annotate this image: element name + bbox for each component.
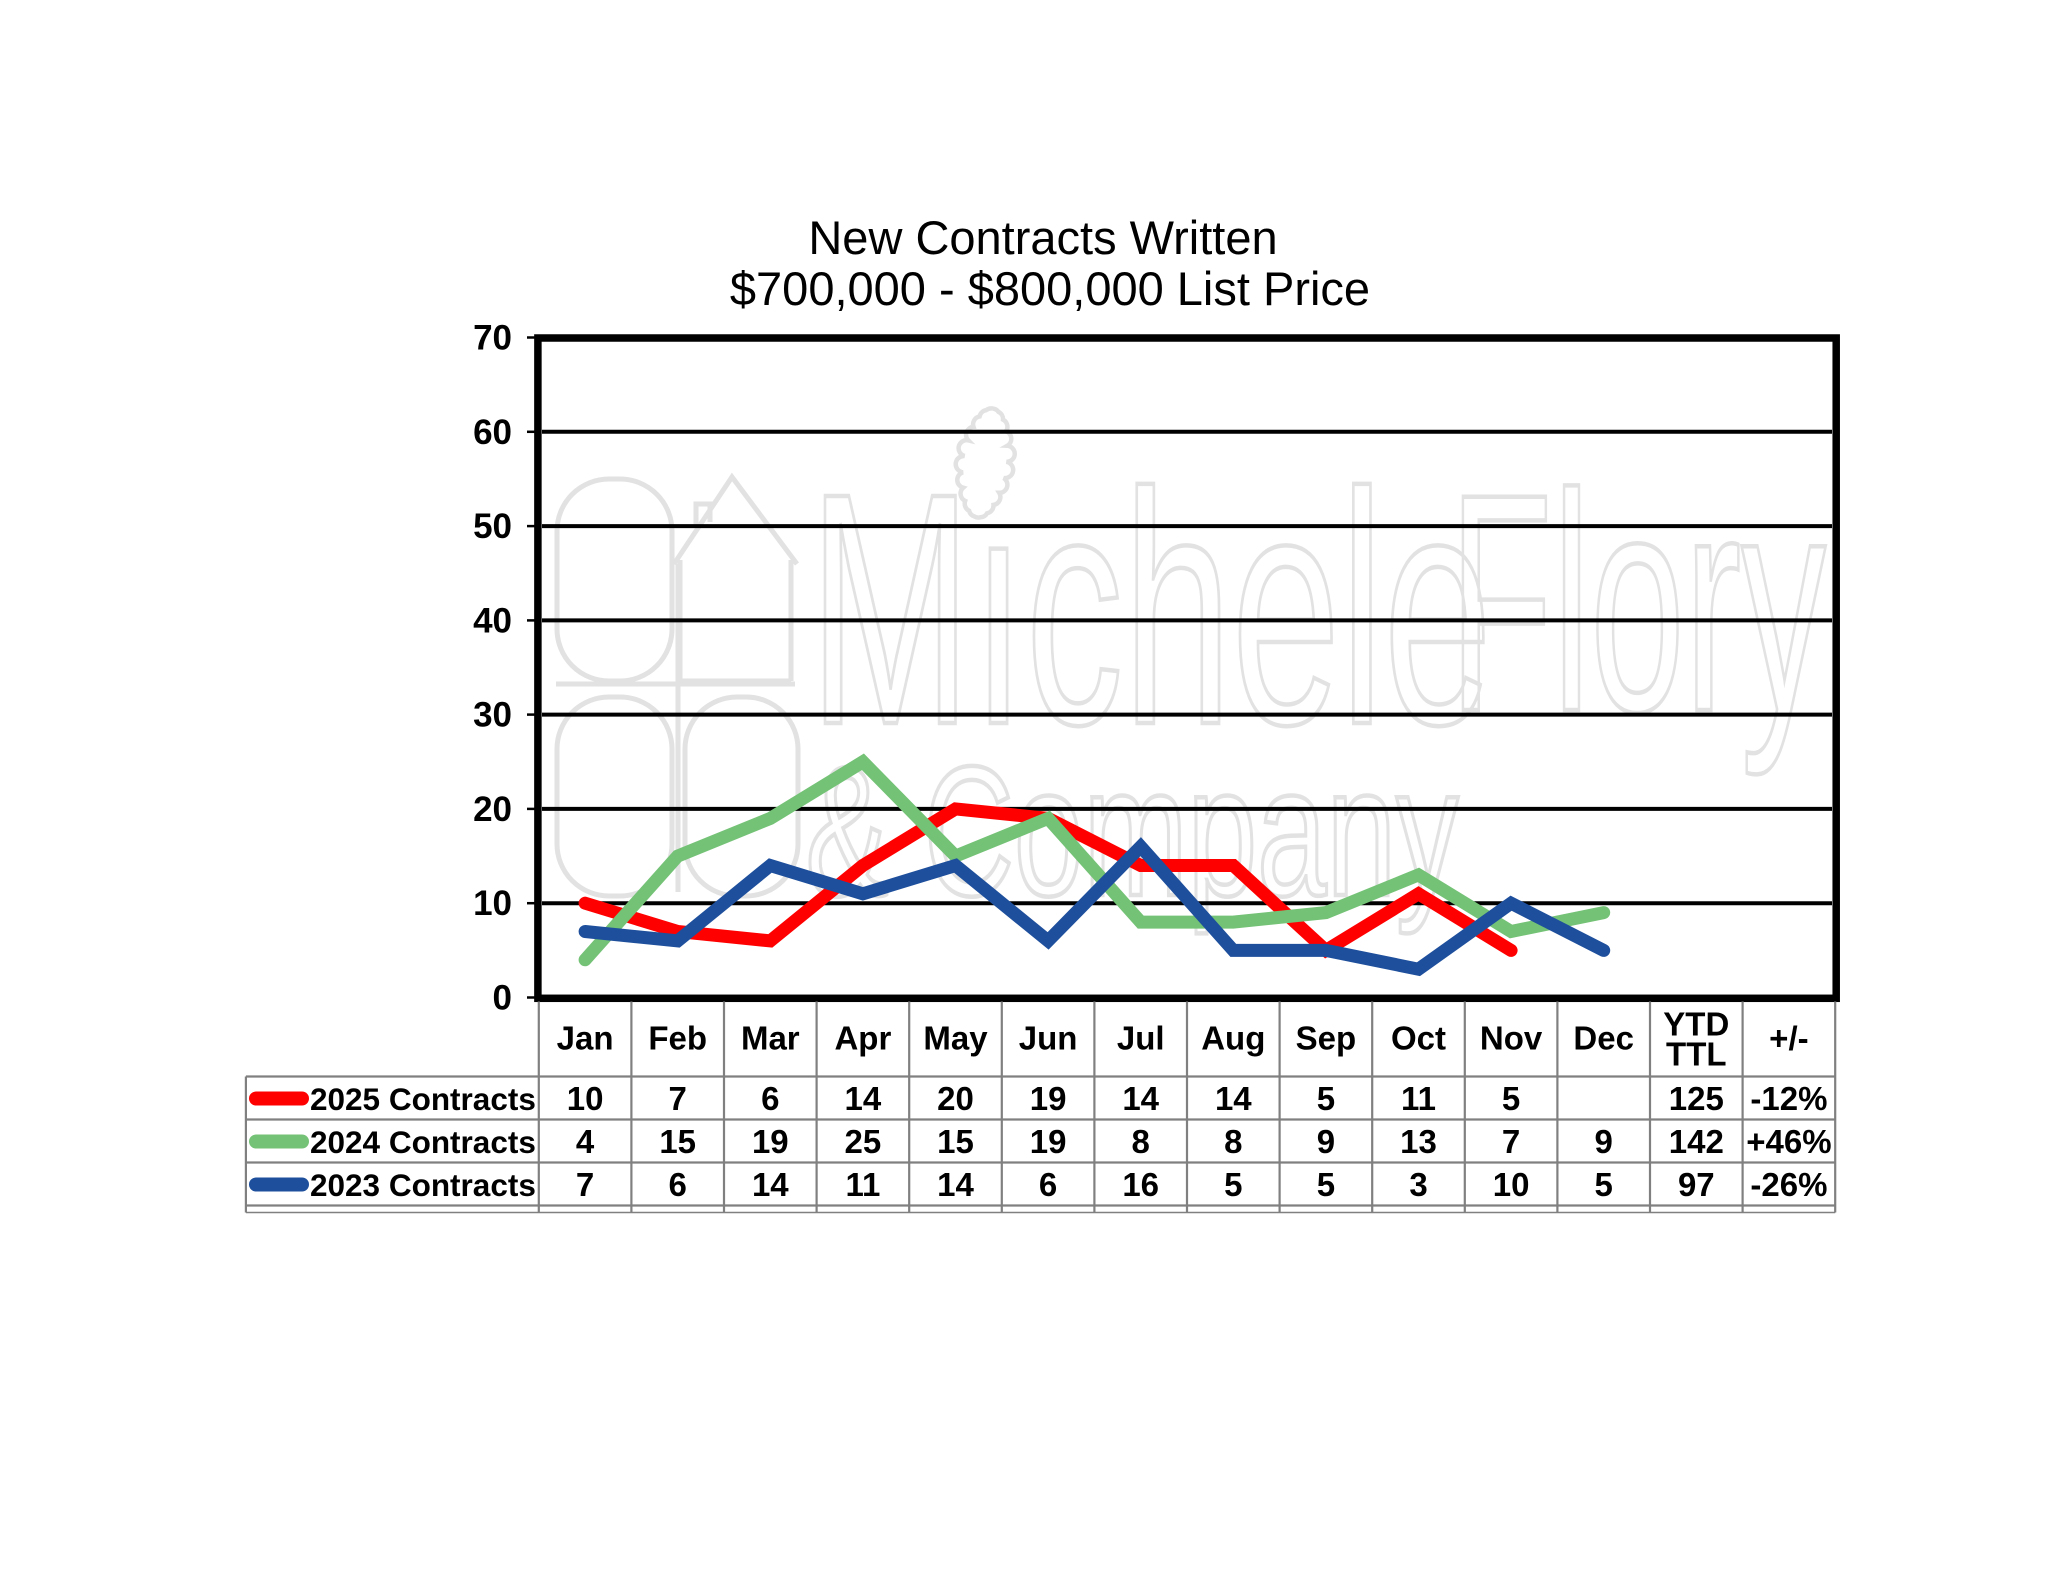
svg-text:5: 5 [1502,1080,1520,1117]
svg-text:142: 142 [1669,1123,1724,1160]
svg-text:30: 30 [473,696,512,735]
svg-text:70: 70 [473,319,512,358]
svg-text:125: 125 [1669,1080,1724,1117]
svg-text:TTL: TTL [1666,1036,1726,1073]
svg-text:15: 15 [659,1123,696,1160]
svg-text:2023 Contracts: 2023 Contracts [310,1167,536,1203]
svg-text:Mar: Mar [741,1020,800,1057]
svg-text:10: 10 [1493,1166,1530,1203]
svg-text:9: 9 [1595,1123,1613,1160]
svg-text:8: 8 [1224,1123,1242,1160]
svg-text:Nov: Nov [1480,1020,1543,1057]
svg-text:14: 14 [845,1080,882,1117]
svg-text:40: 40 [473,601,512,640]
svg-text:6: 6 [1039,1166,1057,1203]
svg-text:14: 14 [752,1166,789,1203]
svg-text:Dec: Dec [1573,1020,1634,1057]
svg-text:60: 60 [473,413,512,452]
svg-text:10: 10 [567,1080,604,1117]
svg-text:15: 15 [937,1123,974,1160]
svg-text:New Contracts Written: New Contracts Written [808,211,1277,264]
svg-text:-26%: -26% [1750,1166,1827,1203]
svg-text:May: May [923,1020,988,1057]
svg-text:19: 19 [752,1123,789,1160]
svg-text:Oct: Oct [1391,1020,1446,1057]
svg-text:Jun: Jun [1019,1020,1078,1057]
svg-text:Jul: Jul [1117,1020,1165,1057]
svg-text:9: 9 [1317,1123,1335,1160]
svg-text:0: 0 [493,979,512,1018]
svg-text:5: 5 [1595,1166,1613,1203]
svg-text:16: 16 [1122,1166,1159,1203]
svg-text:2024 Contracts: 2024 Contracts [310,1124,536,1160]
svg-text:7: 7 [576,1166,594,1203]
svg-text:5: 5 [1317,1080,1335,1117]
svg-text:4: 4 [576,1123,595,1160]
svg-text:6: 6 [761,1080,779,1117]
svg-text:14: 14 [1122,1080,1159,1117]
svg-text:2025 Contracts: 2025 Contracts [310,1081,536,1117]
svg-text:20: 20 [937,1080,974,1117]
svg-text:20: 20 [473,790,512,829]
svg-text:+46%: +46% [1746,1123,1831,1160]
svg-text:Aug: Aug [1201,1020,1265,1057]
svg-text:Flory: Flory [1449,429,1826,778]
svg-text:Jan: Jan [557,1020,614,1057]
svg-text:7: 7 [669,1080,687,1117]
svg-text:+/-: +/- [1769,1020,1808,1057]
svg-text:$700,000 - $800,000 List Price: $700,000 - $800,000 List Price [730,262,1370,315]
svg-text:11: 11 [845,1166,880,1203]
svg-text:50: 50 [473,507,512,546]
svg-text:19: 19 [1030,1123,1067,1160]
svg-text:Mıchele: Mıchele [809,424,1492,793]
svg-text:10: 10 [473,884,512,923]
svg-text:14: 14 [937,1166,974,1203]
svg-text:19: 19 [1030,1080,1067,1117]
svg-text:97: 97 [1678,1166,1715,1203]
svg-text:Feb: Feb [648,1020,707,1057]
svg-text:3: 3 [1409,1166,1427,1203]
svg-text:13: 13 [1400,1123,1437,1160]
svg-text:Sep: Sep [1296,1020,1357,1057]
svg-text:14: 14 [1215,1080,1252,1117]
svg-text:YTD: YTD [1663,1006,1729,1043]
svg-text:11: 11 [1401,1080,1436,1117]
svg-text:Apr: Apr [834,1020,891,1057]
svg-text:8: 8 [1132,1123,1150,1160]
svg-text:7: 7 [1502,1123,1520,1160]
svg-text:5: 5 [1317,1166,1335,1203]
svg-text:6: 6 [669,1166,687,1203]
svg-text:5: 5 [1224,1166,1242,1203]
svg-text:25: 25 [845,1123,882,1160]
svg-text:-12%: -12% [1750,1080,1827,1117]
